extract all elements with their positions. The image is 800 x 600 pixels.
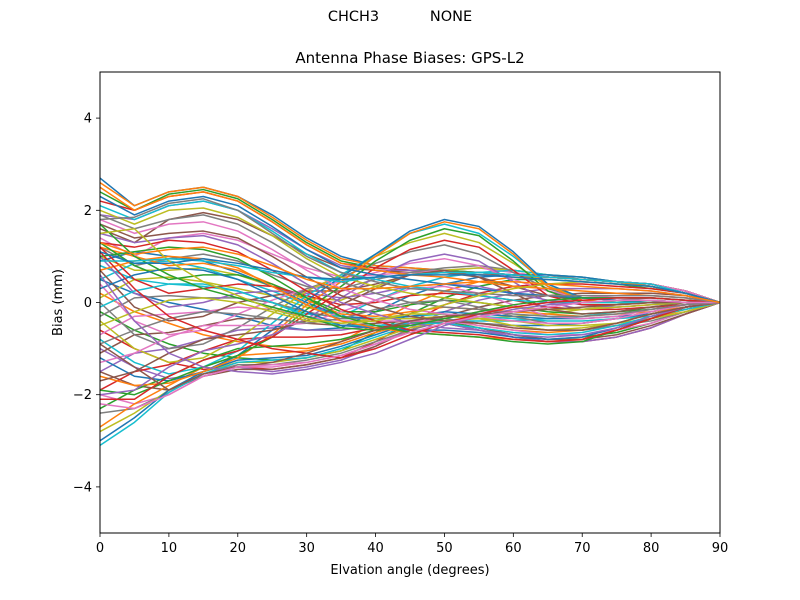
- x-tick-label: 90: [712, 541, 729, 556]
- figure-suptitle: CHCH3 NONE: [327, 9, 473, 25]
- x-tick-label: 80: [643, 541, 660, 556]
- series-line-az355: [99, 241, 721, 304]
- x-tick-label: 20: [230, 541, 247, 556]
- y-axis-label: Bias (mm): [51, 269, 66, 336]
- series-line-az270: [99, 232, 721, 338]
- y-tick-label: 4: [84, 112, 92, 127]
- chart-title: Antenna Phase Biases: GPS-L2: [295, 49, 524, 67]
- x-tick-label: 70: [574, 541, 591, 556]
- x-tick-label: 0: [96, 541, 104, 556]
- x-axis-label: Elvation angle (degrees): [330, 563, 489, 578]
- x-tick-label: 30: [298, 541, 315, 556]
- x-tick-label: 10: [161, 541, 178, 556]
- series-line-az330: [99, 299, 720, 410]
- y-tick-label: 0: [84, 296, 92, 311]
- x-tick-label: 50: [436, 541, 453, 556]
- series-line-az265: [99, 239, 721, 343]
- series-line-az290: [99, 207, 720, 311]
- series-line-az280: [99, 218, 721, 324]
- series-lines: [99, 177, 721, 447]
- x-tick-label: 40: [367, 541, 384, 556]
- series-line-az285: [99, 214, 721, 318]
- series-line-az350: [99, 251, 721, 304]
- series-line-az275: [99, 223, 721, 331]
- series-line-az315: [99, 251, 721, 359]
- y-tick-label: −4: [73, 480, 92, 495]
- y-tick-label: 2: [84, 204, 92, 219]
- series-line-az335: [99, 198, 721, 304]
- y-tick-label: −2: [73, 388, 92, 403]
- y-axis-ticks: −4 −2 0 2 4: [73, 112, 100, 495]
- series-line-az325: [99, 301, 720, 391]
- x-axis-ticks: 0 10 20 30 40 50 60 70 80 90: [96, 533, 728, 556]
- x-tick-label: 60: [505, 541, 522, 556]
